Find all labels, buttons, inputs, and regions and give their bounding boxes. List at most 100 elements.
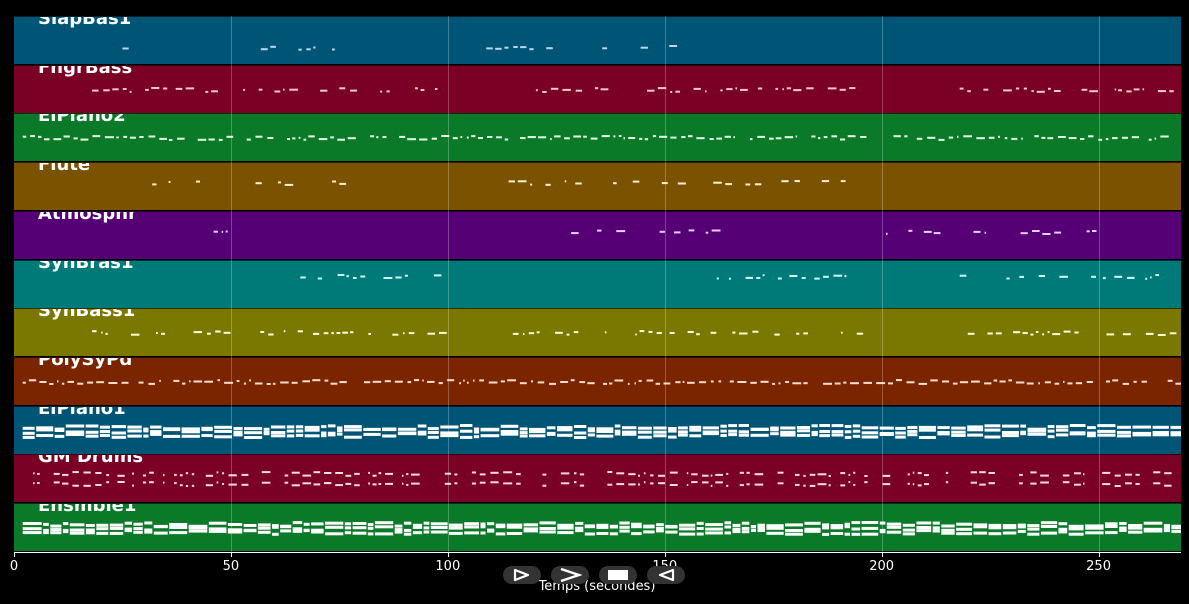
note xyxy=(272,532,279,536)
note xyxy=(1019,275,1024,278)
note xyxy=(215,330,221,333)
note xyxy=(594,86,599,89)
note xyxy=(33,482,35,485)
note xyxy=(473,427,480,431)
note xyxy=(36,433,54,437)
chevron-right-icon xyxy=(560,568,582,582)
note xyxy=(554,135,561,138)
note xyxy=(153,531,168,535)
note xyxy=(973,531,988,535)
note xyxy=(628,137,636,140)
note xyxy=(831,433,844,437)
note xyxy=(596,523,609,527)
note xyxy=(466,136,469,139)
track-elpiano2[interactable]: ElPiano2 xyxy=(14,113,1181,162)
note xyxy=(607,471,613,474)
note xyxy=(724,531,731,535)
grid-line xyxy=(664,16,666,552)
note xyxy=(122,47,129,50)
note xyxy=(50,524,62,528)
note xyxy=(597,229,602,232)
note xyxy=(1002,524,1017,528)
note xyxy=(757,136,765,139)
note xyxy=(306,48,311,51)
note xyxy=(669,332,675,335)
note xyxy=(109,523,124,527)
note xyxy=(308,135,315,138)
note xyxy=(896,378,902,381)
note xyxy=(904,135,908,138)
note xyxy=(1155,273,1160,276)
note xyxy=(1142,87,1145,90)
note xyxy=(757,526,765,530)
play-from-start-button[interactable] xyxy=(503,566,541,584)
note xyxy=(85,531,95,535)
note xyxy=(122,87,127,90)
note xyxy=(95,484,102,487)
note xyxy=(957,136,959,139)
track-atmosphr[interactable]: Atmosphr xyxy=(14,210,1181,259)
note xyxy=(520,137,526,140)
note xyxy=(616,229,626,232)
note xyxy=(1102,472,1111,475)
note xyxy=(1054,231,1062,234)
stop-button[interactable] xyxy=(599,566,637,584)
note xyxy=(951,426,966,430)
note xyxy=(384,380,391,383)
note xyxy=(99,425,110,429)
note xyxy=(1171,526,1181,530)
note xyxy=(350,89,358,92)
track-synbras1[interactable]: SynBras1 xyxy=(14,259,1181,308)
note xyxy=(241,474,249,477)
note xyxy=(702,474,709,477)
note xyxy=(724,525,731,529)
note xyxy=(1069,423,1086,427)
rewind-button[interactable] xyxy=(647,566,685,584)
note xyxy=(853,472,856,475)
track-label: ElPiano1 xyxy=(38,405,126,419)
note xyxy=(350,331,354,334)
track-flute[interactable]: Flute xyxy=(14,162,1181,211)
note xyxy=(916,521,932,525)
note xyxy=(124,529,132,533)
note xyxy=(1092,229,1097,232)
note xyxy=(38,136,42,139)
note xyxy=(644,138,649,141)
note xyxy=(345,483,352,486)
track-notes xyxy=(213,229,1097,235)
note xyxy=(417,430,427,434)
note xyxy=(337,273,345,276)
note xyxy=(423,530,430,534)
note xyxy=(886,522,902,526)
note xyxy=(124,527,132,531)
note xyxy=(519,434,528,438)
note xyxy=(973,523,988,527)
note xyxy=(480,525,486,529)
x-tick-mark xyxy=(1098,552,1100,557)
note xyxy=(741,530,750,534)
note xyxy=(1052,333,1061,336)
note xyxy=(640,46,648,49)
note xyxy=(257,526,271,530)
note xyxy=(1038,382,1040,385)
note xyxy=(148,135,156,138)
note xyxy=(374,532,394,536)
track-slapbas1[interactable]: SlapBas1 xyxy=(14,16,1181,64)
track-fngrbass[interactable]: FngrBass xyxy=(14,64,1181,113)
track-polysypd[interactable]: PolySyPd xyxy=(14,356,1181,405)
track-synbass1[interactable]: SynBass1 xyxy=(14,308,1181,357)
note xyxy=(336,332,341,335)
note xyxy=(1171,529,1181,533)
track-gm-drums[interactable]: GM Drums xyxy=(14,454,1181,503)
note xyxy=(780,426,796,430)
note xyxy=(403,332,405,335)
note xyxy=(201,433,213,437)
note xyxy=(452,137,458,140)
note xyxy=(1081,88,1088,91)
track-elpiano1[interactable]: ElPiano1 xyxy=(14,405,1181,454)
note xyxy=(1017,525,1026,529)
play-button[interactable] xyxy=(551,566,589,584)
track-ensmble1[interactable]: Ensmble1 xyxy=(14,503,1181,551)
note xyxy=(352,526,367,530)
note xyxy=(287,138,290,141)
